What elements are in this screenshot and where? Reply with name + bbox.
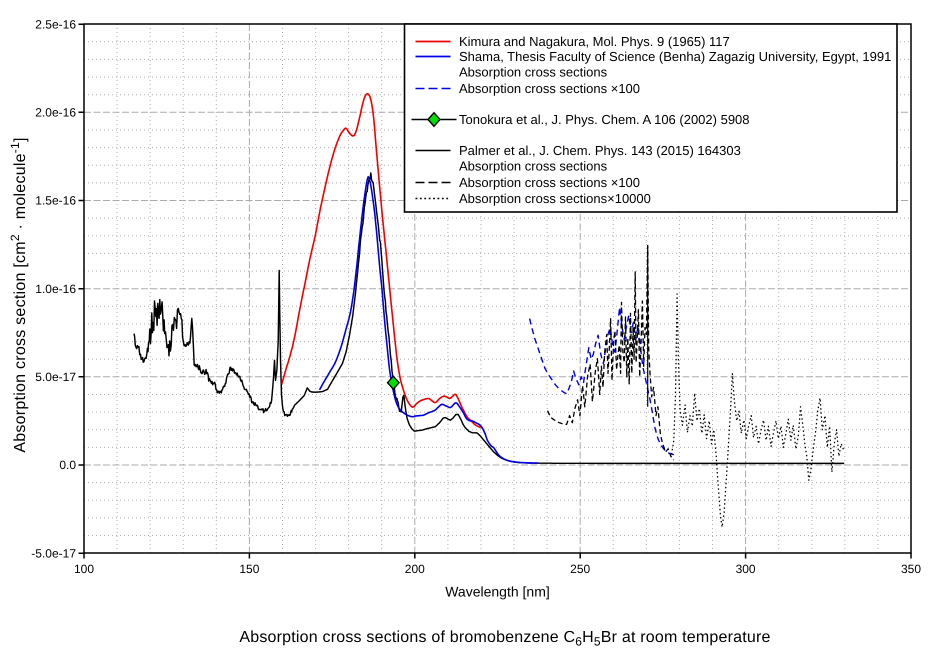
svg-text:Absorption cross sections×1000: Absorption cross sections×10000 [459,191,651,206]
svg-text:2.0e-16: 2.0e-16 [35,106,76,120]
svg-text:Absorption cross sections ×100: Absorption cross sections ×100 [459,81,640,96]
svg-text:Wavelength [nm]: Wavelength [nm] [445,584,550,600]
svg-text:Absorption cross section [cm2: Absorption cross section [cm2 · molecule… [8,137,29,452]
svg-text:Tonokura et al., J. Phys. Chem: Tonokura et al., J. Phys. Chem. A 106 (2… [459,112,750,127]
svg-text:Kimura and Nagakura, Mol. Phys: Kimura and Nagakura, Mol. Phys. 9 (1965)… [459,34,730,49]
svg-text:Palmer et al., J. Chem. Phys.: Palmer et al., J. Chem. Phys. 143 (2015)… [459,143,741,158]
svg-text:5.0e-17: 5.0e-17 [35,370,76,384]
svg-text:Absorption cross sections of b: Absorption cross sections of bromobenzen… [239,629,770,649]
svg-text:Absorption cross sections: Absorption cross sections [459,65,608,80]
svg-text:200: 200 [405,562,425,576]
svg-text:Shama, Thesis Faculty of Scien: Shama, Thesis Faculty of Science (Benha)… [459,49,891,64]
svg-text:350: 350 [901,562,921,576]
svg-text:-5.0e-17: -5.0e-17 [31,546,76,560]
svg-text:0.0: 0.0 [59,458,76,472]
svg-text:2.5e-16: 2.5e-16 [35,17,76,31]
svg-text:100: 100 [74,562,94,576]
svg-text:250: 250 [570,562,590,576]
svg-text:1.5e-16: 1.5e-16 [35,194,76,208]
svg-text:Absorption cross sections ×100: Absorption cross sections ×100 [459,175,640,190]
svg-text:1.0e-16: 1.0e-16 [35,282,76,296]
svg-text:150: 150 [239,562,259,576]
svg-text:Absorption cross sections: Absorption cross sections [459,159,608,174]
svg-text:300: 300 [736,562,756,576]
